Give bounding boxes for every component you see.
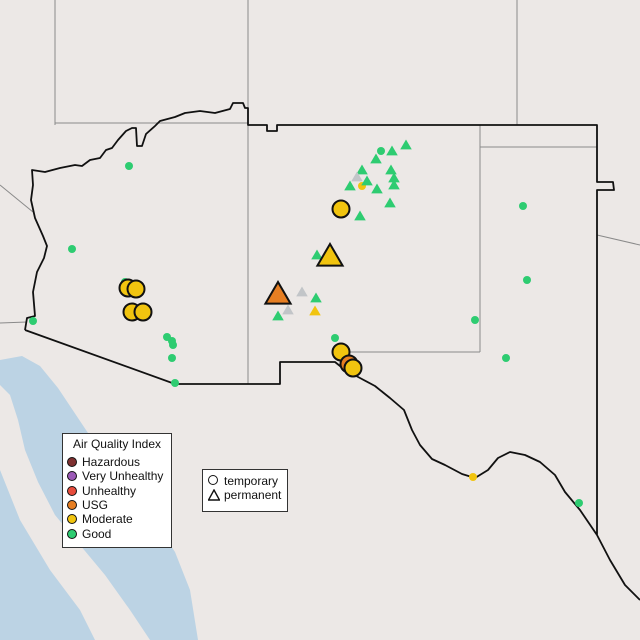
permanent-site-none[interactable] [296, 286, 308, 297]
permanent-site-good[interactable] [361, 175, 373, 186]
permanent-site-moderate[interactable] [309, 305, 321, 316]
permanent-site-good[interactable] [356, 164, 368, 175]
permanent-site-good[interactable] [386, 145, 398, 156]
legend-label-hazardous: Hazardous [82, 455, 141, 470]
legend-permanent-label: permanent [224, 488, 282, 503]
permanent-site-moderate[interactable] [315, 242, 345, 267]
temporary-site-good[interactable] [471, 316, 479, 324]
temporary-site-good[interactable] [519, 202, 527, 210]
permanent-site-usg[interactable] [263, 280, 293, 305]
legend-label-moderate: Moderate [82, 512, 133, 527]
legend-label-unhealthy: Unhealthy [82, 483, 137, 498]
permanent-site-good[interactable] [384, 197, 396, 208]
permanent-site-good[interactable] [388, 172, 400, 183]
temporary-site-good[interactable] [169, 341, 177, 349]
temporary-site-good[interactable] [29, 317, 37, 325]
permanent-site-good[interactable] [272, 310, 284, 321]
aqi-legend: Air Quality Index Hazardous Very Unhealth… [62, 433, 172, 548]
legend-swatch-unhealthy [67, 485, 77, 496]
legend-item-usg: USG [67, 498, 167, 512]
permanent-site-good[interactable] [370, 153, 382, 164]
aqi-legend-title: Air Quality Index [72, 437, 162, 451]
legend-swatch-moderate [67, 514, 77, 525]
permanent-site-good[interactable] [311, 249, 323, 260]
temporary-site-good[interactable] [331, 334, 339, 342]
temporary-site-good[interactable] [523, 276, 531, 284]
legend-swatch-hazardous [67, 457, 77, 468]
permanent-site-good[interactable] [310, 292, 322, 303]
legend-swatch-very_unhealthy [67, 471, 77, 482]
legend-permanent: permanent [208, 488, 282, 502]
permanent-site-good[interactable] [400, 139, 412, 150]
permanent-site-none[interactable] [351, 171, 363, 182]
pacific-ocean [0, 470, 95, 640]
legend-swatch-usg [67, 500, 77, 511]
site-type-legend: temporary permanent [202, 469, 288, 512]
temporary-site-moderate[interactable] [126, 279, 146, 299]
legend-swatch-good [67, 528, 77, 539]
legend-item-hazardous: Hazardous [67, 455, 167, 469]
temporary-site-moderate[interactable] [343, 358, 363, 378]
permanent-site-good[interactable] [354, 210, 366, 221]
legend-label-good: Good [82, 526, 112, 541]
triangle-icon [208, 489, 220, 502]
temporary-site-good[interactable] [68, 245, 76, 253]
permanent-site-good[interactable] [385, 164, 397, 175]
permanent-site-good[interactable] [371, 183, 383, 194]
temporary-site-good[interactable] [171, 379, 179, 387]
permanent-site-good[interactable] [388, 179, 400, 190]
legend-label-usg: USG [82, 498, 109, 513]
state-lines [0, 0, 640, 384]
legend-item-good: Good [67, 526, 167, 541]
legend-item-moderate: Moderate [67, 512, 167, 526]
legend-item-very_unhealthy: Very Unhealthy [67, 469, 167, 483]
temporary-site-good[interactable] [575, 499, 583, 507]
temporary-site-good[interactable] [502, 354, 510, 362]
legend-temporary-label: temporary [224, 474, 279, 489]
temporary-site-moderate[interactable] [469, 473, 477, 481]
monitoring-sites [29, 139, 583, 507]
legend-temporary: temporary [208, 474, 282, 488]
temporary-site-moderate[interactable] [133, 302, 153, 322]
temporary-site-moderate[interactable] [331, 199, 351, 219]
legend-label-very_unhealthy: Very Unhealthy [82, 469, 164, 484]
temporary-site-good[interactable] [125, 162, 133, 170]
permanent-site-none[interactable] [282, 304, 294, 315]
temporary-site-good[interactable] [168, 354, 176, 362]
circle-icon [208, 475, 220, 487]
permanent-site-good[interactable] [344, 180, 356, 191]
region-boundary [24, 102, 640, 601]
legend-item-unhealthy: Unhealthy [67, 484, 167, 498]
temporary-site-good[interactable] [377, 147, 385, 155]
